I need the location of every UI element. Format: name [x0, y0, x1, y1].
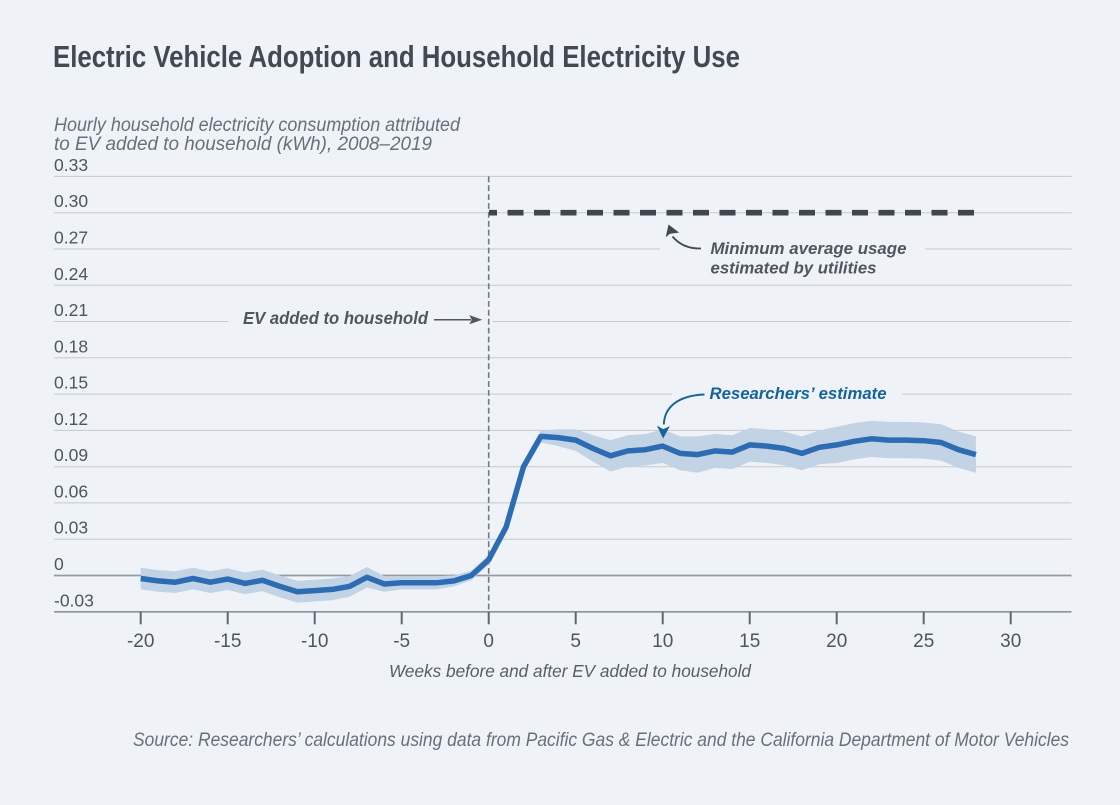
- svg-text:Minimum average usage: Minimum average usage: [711, 239, 907, 258]
- svg-text:Electric Vehicle Adoption and: Electric Vehicle Adoption and Household …: [53, 39, 740, 74]
- svg-text:Hourly household electricity c: Hourly household electricity consumption…: [54, 115, 461, 136]
- svg-text:0.15: 0.15: [54, 373, 88, 393]
- svg-text:0: 0: [483, 631, 494, 652]
- svg-text:-10: -10: [301, 631, 328, 652]
- svg-text:Weeks before and after EV adde: Weeks before and after EV added to house…: [389, 661, 752, 681]
- svg-text:-5: -5: [393, 631, 410, 652]
- svg-text:-0.03: -0.03: [54, 590, 94, 610]
- svg-text:to EV added to household (kWh): to EV added to household (kWh), 2008–201…: [54, 134, 432, 155]
- svg-text:0.21: 0.21: [54, 300, 88, 320]
- svg-text:10: 10: [652, 631, 673, 652]
- svg-text:0.18: 0.18: [54, 336, 88, 356]
- svg-text:20: 20: [826, 631, 847, 652]
- svg-text:Researchers’ estimate: Researchers’ estimate: [710, 384, 887, 403]
- svg-text:0.30: 0.30: [54, 191, 88, 211]
- svg-text:0.12: 0.12: [54, 409, 88, 429]
- svg-text:0: 0: [54, 554, 64, 574]
- svg-text:0.33: 0.33: [54, 155, 88, 175]
- svg-text:0.24: 0.24: [54, 264, 88, 284]
- svg-text:15: 15: [739, 631, 760, 652]
- svg-text:-15: -15: [214, 631, 241, 652]
- svg-text:0.27: 0.27: [54, 228, 88, 248]
- svg-text:0.06: 0.06: [54, 481, 88, 501]
- svg-text:Source: Researchers’ calculati: Source: Researchers’ calculations using …: [133, 730, 1069, 751]
- svg-text:estimated by utilities: estimated by utilities: [711, 259, 877, 278]
- svg-text:5: 5: [570, 631, 581, 652]
- svg-text:-20: -20: [127, 631, 154, 652]
- svg-text:25: 25: [913, 631, 934, 652]
- svg-text:0.09: 0.09: [54, 445, 88, 465]
- svg-text:0.03: 0.03: [54, 518, 88, 538]
- svg-text:30: 30: [1000, 631, 1021, 652]
- svg-text:EV added to household: EV added to household: [243, 308, 428, 328]
